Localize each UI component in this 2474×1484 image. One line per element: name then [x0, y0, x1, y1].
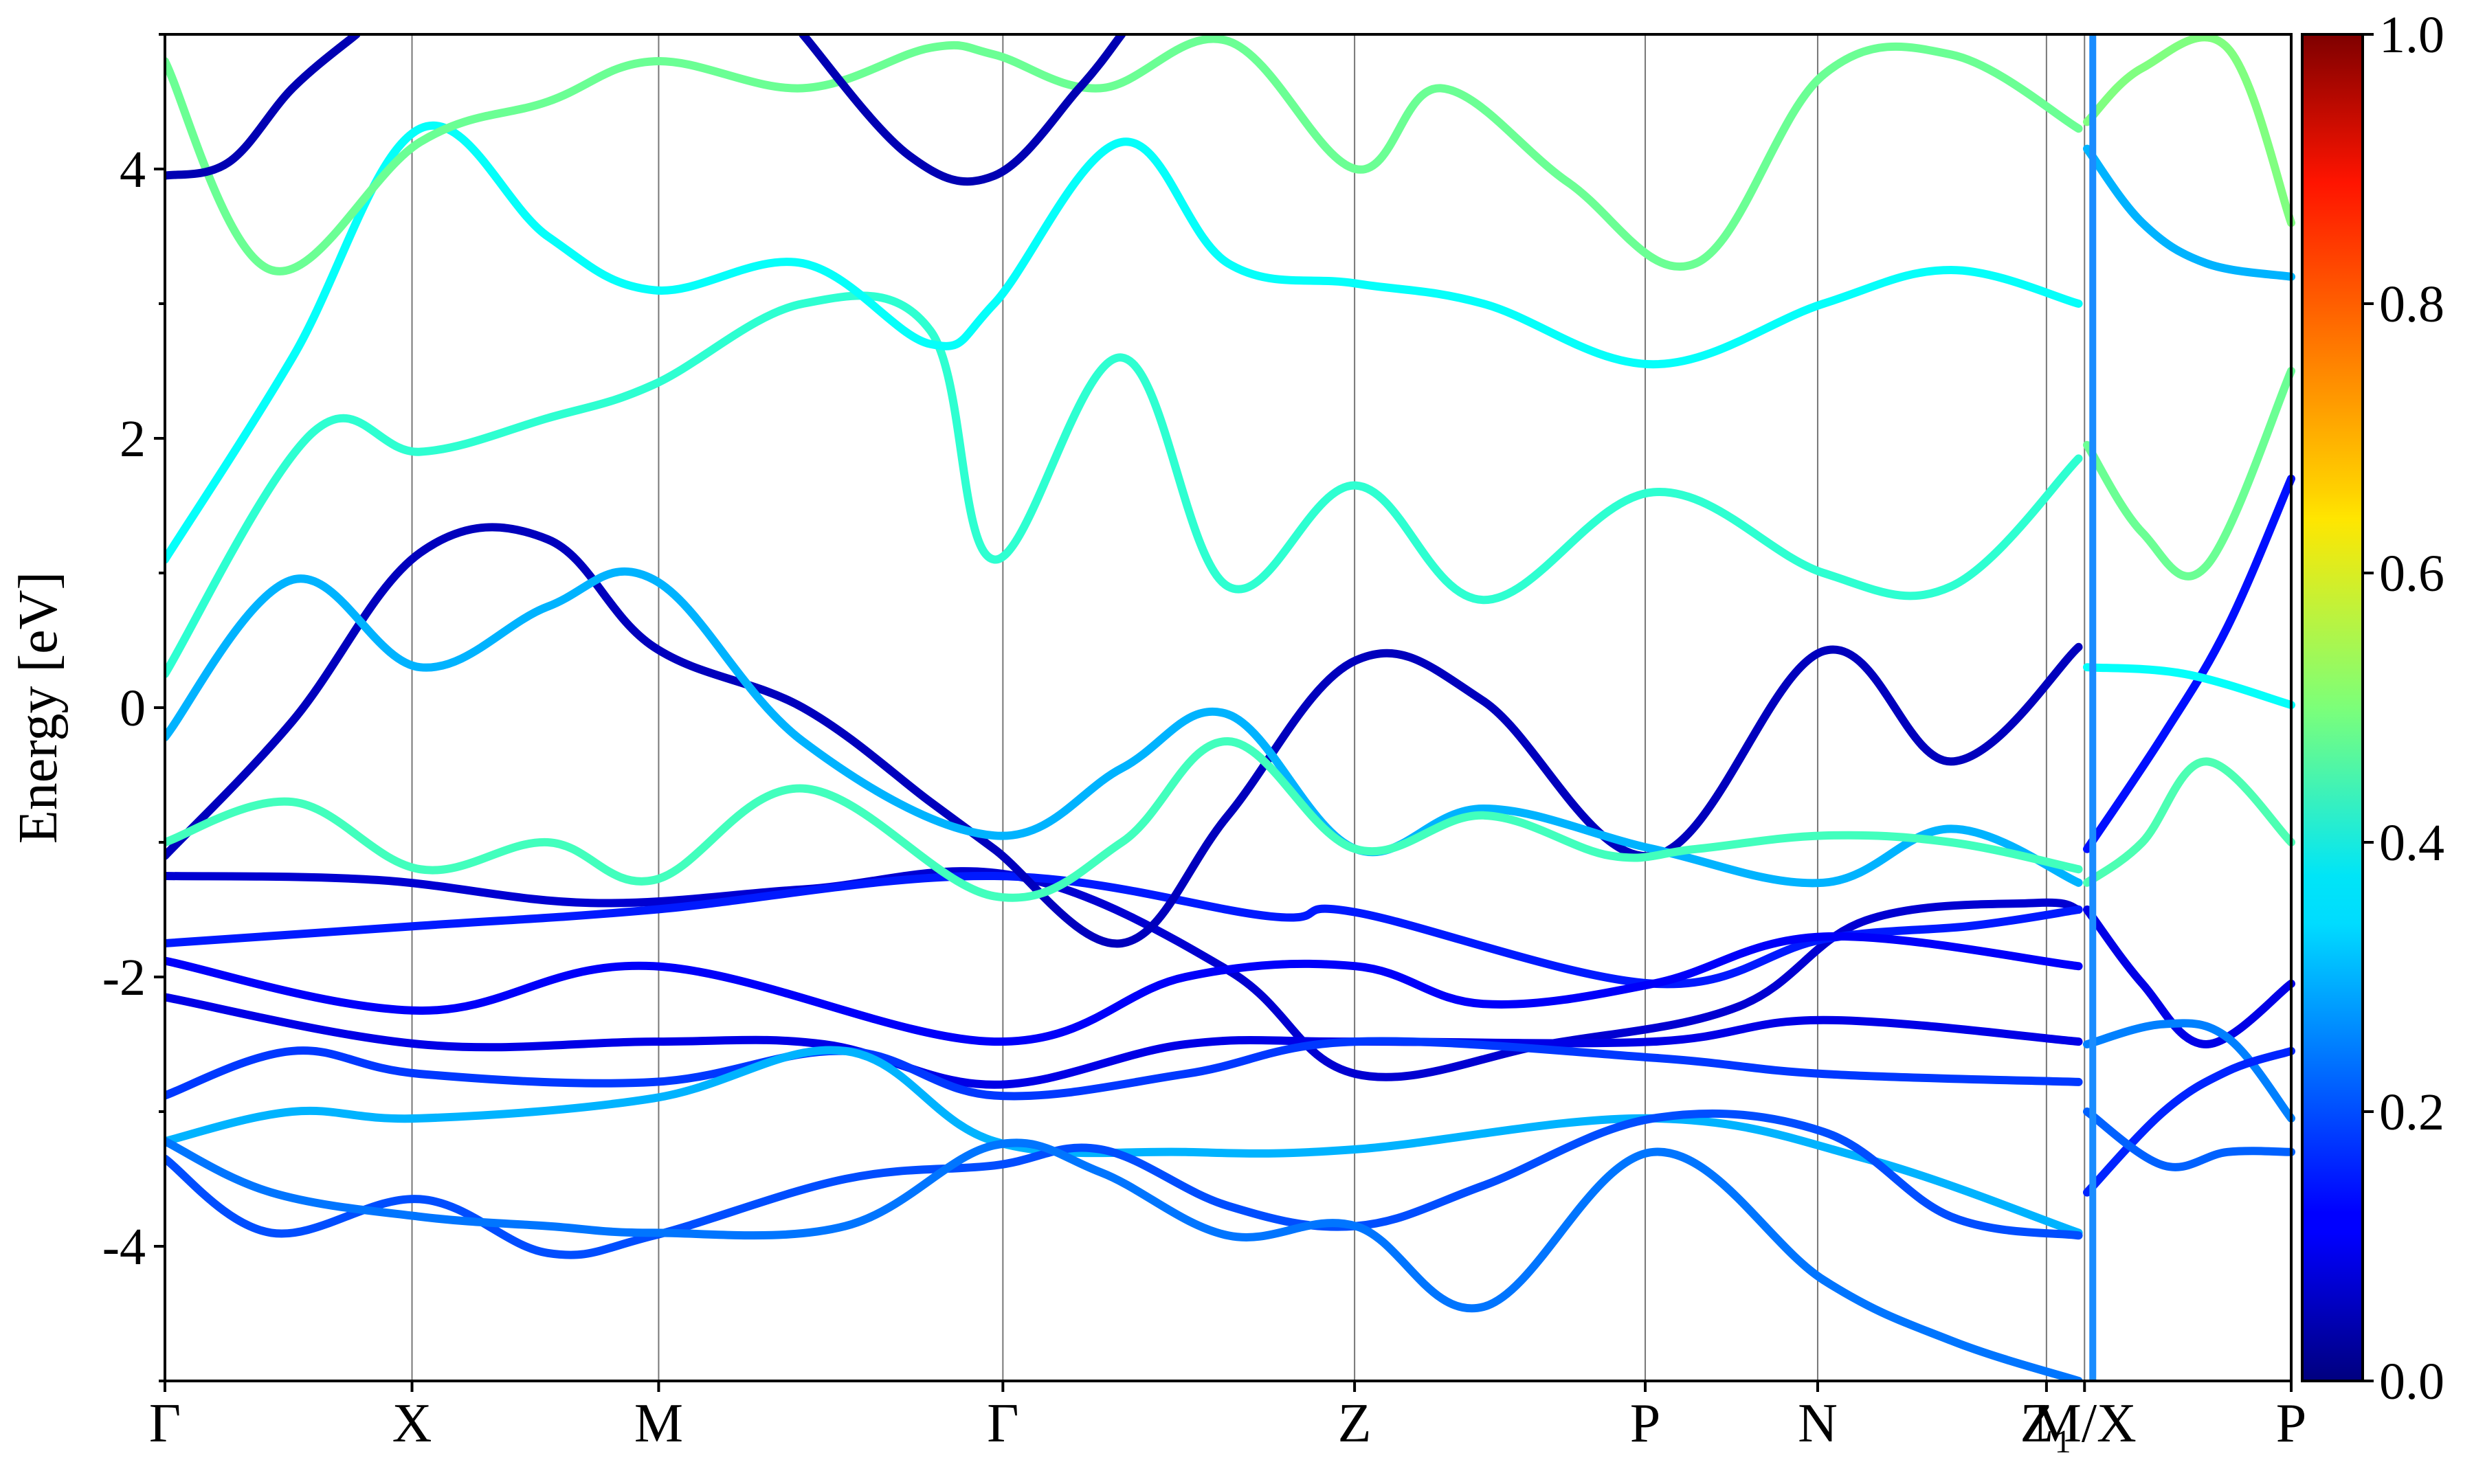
band-line-17 [2083, 1019, 2295, 1123]
y-tick-label: -4 [102, 1218, 146, 1276]
band-line-6 [165, 1109, 2083, 1259]
k-point-label: Γ [149, 1393, 181, 1454]
plot-frame [164, 33, 2293, 1382]
band-line-11 [165, 291, 2083, 678]
colorbar-tick-label: 0.6 [2379, 545, 2444, 603]
band-line-13 [165, 34, 2083, 276]
k-point-label: Z [1338, 1393, 1372, 1454]
k-point-tick-labels: Γ X M Γ Z P N Z₁M/X P [149, 1381, 2306, 1454]
band-line-23 [2083, 144, 2295, 281]
band-line-21 [2083, 663, 2295, 710]
y-tick-label: 4 [120, 141, 146, 199]
colorbar-tick-labels: 0.0 0.2 0.4 0.6 0.8 1.0 [2363, 6, 2444, 1410]
band-line-18 [2083, 1046, 2295, 1197]
band-lines [165, 34, 2295, 1381]
k-point-label: X [392, 1393, 432, 1454]
k-point-label: P [2276, 1393, 2307, 1454]
y-tick-label: 0 [120, 679, 146, 737]
y-tick-label: 2 [120, 410, 146, 468]
energy-tick-labels: -4 -2 0 2 4 [102, 33, 165, 1382]
band-line-9 [165, 567, 2083, 888]
band-line-12 [165, 121, 2083, 564]
y-tick-label: -2 [102, 949, 146, 1007]
band-line-25 [2083, 34, 2295, 227]
band-line-20 [2083, 474, 2295, 853]
band-line-7 [165, 1137, 2083, 1381]
k-point-label: M [634, 1393, 683, 1454]
k-point-label: N [1798, 1393, 1838, 1454]
k-point-label: Γ [987, 1393, 1018, 1454]
high-symmetry-lines [164, 34, 2292, 1381]
band-line-22 [2083, 757, 2295, 887]
band-line-8 [165, 523, 2083, 948]
band-line-19 [2083, 1108, 2295, 1171]
colorbar [2301, 33, 2364, 1382]
colorbar-tick-label: 0.4 [2379, 814, 2444, 872]
colorbar-tick-label: 0.8 [2379, 276, 2444, 333]
k-point-label: P [1630, 1393, 1661, 1454]
k-point-label: M/X [2033, 1393, 2137, 1454]
plot-axes [164, 33, 2293, 1382]
colorbar-tick-label: 0.0 [2379, 1353, 2444, 1410]
band-line-3 [165, 993, 2083, 1089]
colorbar-tick-label: 0.2 [2379, 1083, 2444, 1141]
band-line-24 [2083, 367, 2295, 581]
band-line-15 [799, 34, 1126, 186]
k-point-label: Z₁ [2020, 1393, 2073, 1454]
band-line-4 [165, 1037, 2083, 1101]
colorbar-tick-label: 1.0 [2379, 6, 2444, 64]
y-axis-label: Energy [eV] [8, 572, 69, 844]
band-line-10 [165, 737, 2083, 902]
band-line-14 [165, 34, 361, 180]
band-line-5 [165, 1046, 2083, 1237]
band-line-2 [165, 932, 2083, 1046]
